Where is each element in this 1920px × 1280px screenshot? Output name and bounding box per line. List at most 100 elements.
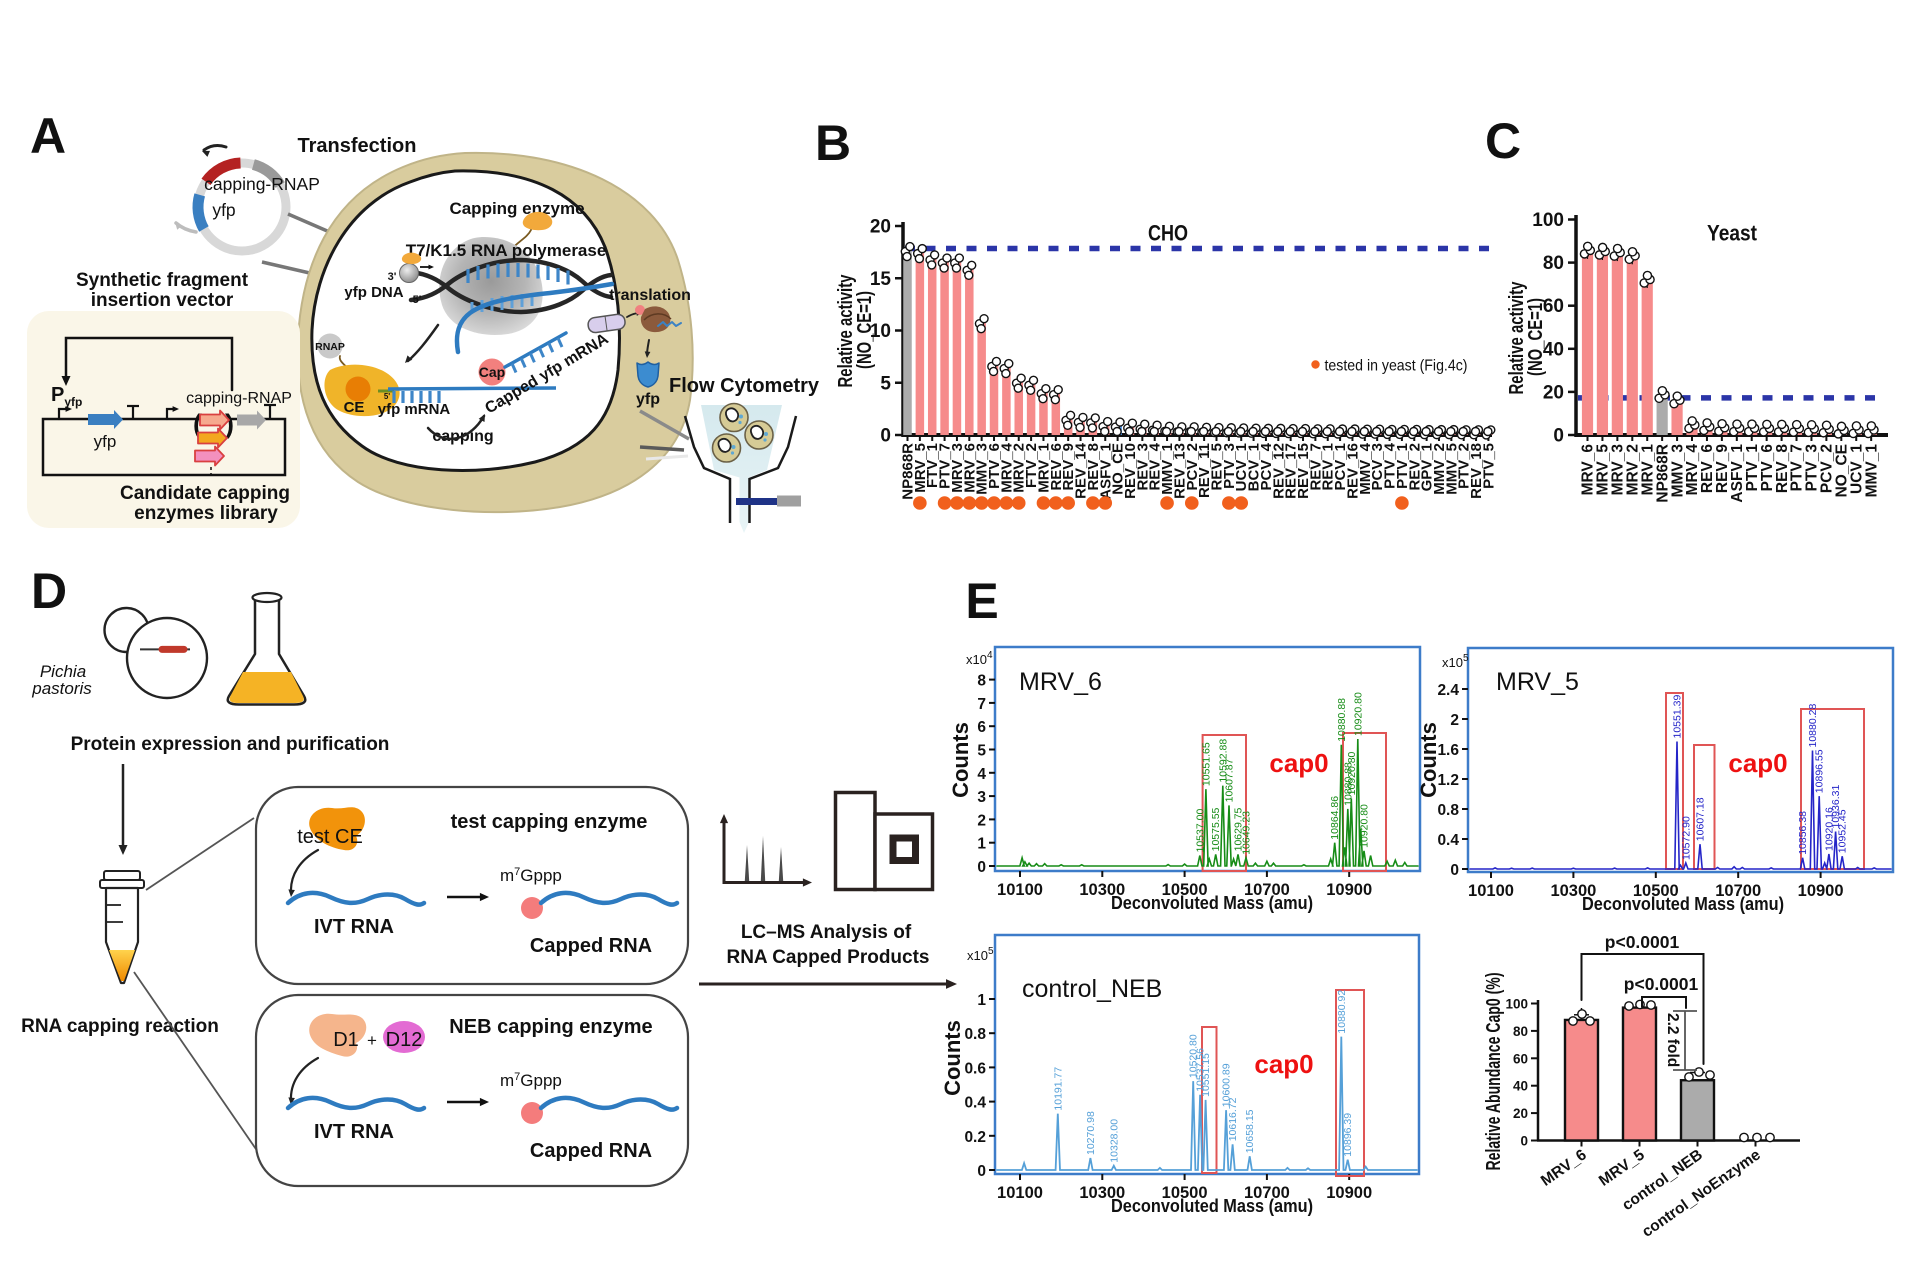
svg-text:6: 6 bbox=[977, 719, 986, 736]
svg-text:10328.00: 10328.00 bbox=[1108, 1119, 1120, 1163]
svg-text:10880.88: 10880.88 bbox=[1336, 698, 1348, 742]
svg-text:PCV_2: PCV_2 bbox=[1819, 444, 1836, 493]
svg-text:60: 60 bbox=[1513, 1051, 1528, 1066]
svg-text:1: 1 bbox=[977, 992, 986, 1009]
svg-text:Deconvoluted Mass (amu): Deconvoluted Mass (amu) bbox=[1582, 894, 1784, 914]
svg-text:REV_8: REV_8 bbox=[1774, 444, 1791, 493]
svg-text:REV_14: REV_14 bbox=[1073, 442, 1090, 499]
svg-text:REV_6: REV_6 bbox=[1699, 444, 1716, 493]
svg-text:10629.75: 10629.75 bbox=[1233, 807, 1245, 851]
svg-text:Counts: Counts bbox=[940, 1020, 965, 1096]
svg-text:40: 40 bbox=[1543, 339, 1564, 360]
svg-text:D1: D1 bbox=[333, 1029, 359, 1051]
svg-text:10607.87: 10607.87 bbox=[1224, 758, 1236, 802]
svg-text:T7/K1.5 RNA polymerase: T7/K1.5 RNA polymerase bbox=[406, 241, 607, 260]
svg-text:RNA Capped Products: RNA Capped Products bbox=[726, 947, 929, 968]
svg-text:10856.38: 10856.38 bbox=[1797, 811, 1809, 855]
svg-text:REV_5: REV_5 bbox=[1209, 443, 1226, 491]
svg-text:60: 60 bbox=[1543, 296, 1564, 317]
svg-text:NO_CE: NO_CE bbox=[1110, 443, 1127, 495]
svg-text:10880.88: 10880.88 bbox=[1342, 762, 1354, 806]
svg-text:NEB capping enzyme: NEB capping enzyme bbox=[449, 1016, 652, 1038]
svg-text:10500: 10500 bbox=[1162, 881, 1208, 899]
svg-text:IVT RNA: IVT RNA bbox=[314, 1121, 394, 1143]
svg-text:10896.55: 10896.55 bbox=[1814, 749, 1826, 793]
svg-text:10551.39: 10551.39 bbox=[1672, 695, 1684, 739]
svg-text:10658.15: 10658.15 bbox=[1244, 1109, 1256, 1153]
svg-text:40: 40 bbox=[1513, 1079, 1528, 1094]
svg-text:10700: 10700 bbox=[1715, 882, 1761, 900]
svg-text:4: 4 bbox=[977, 766, 986, 783]
svg-text:REV_1: REV_1 bbox=[1320, 443, 1337, 491]
svg-text:PTV_7: PTV_7 bbox=[1789, 444, 1806, 491]
svg-text:0: 0 bbox=[1450, 862, 1459, 879]
svg-text:GPV_1: GPV_1 bbox=[1419, 443, 1436, 491]
svg-text:10920.80: 10920.80 bbox=[1359, 804, 1371, 848]
svg-text:REV_8: REV_8 bbox=[1085, 443, 1102, 491]
svg-text:10: 10 bbox=[870, 321, 891, 342]
svg-text:UCV_1: UCV_1 bbox=[1848, 444, 1865, 494]
svg-text:3: 3 bbox=[977, 789, 986, 806]
svg-text:m7Gppp: m7Gppp bbox=[500, 866, 562, 885]
svg-text:REV_15: REV_15 bbox=[1295, 443, 1312, 499]
svg-text:MRV_2: MRV_2 bbox=[1011, 443, 1028, 493]
svg-text:2.2 fold: 2.2 fold bbox=[1664, 1013, 1681, 1067]
svg-text:100: 100 bbox=[1505, 997, 1528, 1012]
svg-text:0: 0 bbox=[1520, 1134, 1528, 1149]
svg-text:0: 0 bbox=[1553, 426, 1564, 447]
svg-text:yfp mRNA: yfp mRNA bbox=[378, 401, 451, 418]
svg-text:Relative activity: Relative activity bbox=[835, 274, 857, 388]
svg-text:10600.89: 10600.89 bbox=[1221, 1063, 1233, 1107]
svg-text:MRV_3: MRV_3 bbox=[1610, 444, 1627, 496]
svg-text:NO_CE: NO_CE bbox=[1834, 444, 1851, 497]
svg-text:1: 1 bbox=[977, 836, 986, 853]
svg-text:Capping enzyme: Capping enzyme bbox=[449, 199, 584, 218]
svg-text:UCV_1: UCV_1 bbox=[1233, 443, 1250, 491]
svg-text:yfp: yfp bbox=[94, 432, 117, 451]
svg-text:D12: D12 bbox=[386, 1029, 423, 1051]
svg-text:REV_11: REV_11 bbox=[1196, 443, 1213, 498]
svg-text:RNA capping reaction: RNA capping reaction bbox=[21, 1016, 219, 1037]
svg-text:5': 5' bbox=[413, 294, 422, 306]
svg-text:10607.18: 10607.18 bbox=[1695, 797, 1707, 841]
svg-text:0: 0 bbox=[977, 1163, 986, 1180]
svg-text:PTV_6: PTV_6 bbox=[986, 443, 1003, 489]
svg-text:10952.45: 10952.45 bbox=[1837, 809, 1849, 853]
svg-text:insertion vector: insertion vector bbox=[91, 290, 234, 311]
svg-text:): ) bbox=[225, 409, 234, 439]
svg-text:m7Gppp: m7Gppp bbox=[500, 1071, 562, 1090]
svg-text:IVT RNA: IVT RNA bbox=[314, 916, 394, 938]
svg-text:CE: CE bbox=[344, 399, 365, 416]
svg-text:control_NEB: control_NEB bbox=[1022, 975, 1162, 1003]
svg-text:5: 5 bbox=[880, 373, 891, 394]
svg-text:10100: 10100 bbox=[997, 1184, 1043, 1202]
svg-text:Candidate capping: Candidate capping bbox=[120, 483, 290, 504]
svg-text:REV_9: REV_9 bbox=[1060, 443, 1077, 491]
svg-text:MRV_1: MRV_1 bbox=[1035, 443, 1052, 493]
svg-text:Relative activity: Relative activity bbox=[1506, 281, 1528, 395]
svg-text:0: 0 bbox=[880, 426, 891, 447]
svg-text:MRV_5: MRV_5 bbox=[912, 443, 929, 493]
svg-text:10520.80: 10520.80 bbox=[1188, 1034, 1200, 1078]
svg-text:0.4: 0.4 bbox=[964, 1095, 986, 1112]
svg-text:REV_6: REV_6 bbox=[1048, 443, 1065, 491]
svg-text:Relative Abundance Cap0 (%): Relative Abundance Cap0 (%) bbox=[1483, 973, 1505, 1171]
svg-text:REV_17: REV_17 bbox=[1283, 443, 1300, 499]
svg-text:ASFV_1: ASFV_1 bbox=[1097, 443, 1114, 500]
svg-text:BCV_1: BCV_1 bbox=[1246, 443, 1263, 491]
svg-text:Cap: Cap bbox=[479, 364, 505, 380]
svg-text:10880.92: 10880.92 bbox=[1336, 990, 1348, 1034]
svg-text:test capping enzyme: test capping enzyme bbox=[451, 811, 648, 833]
svg-text:MRV_4: MRV_4 bbox=[1684, 444, 1701, 496]
svg-text:5': 5' bbox=[384, 392, 390, 401]
svg-text:MRV_6: MRV_6 bbox=[1580, 444, 1597, 496]
svg-text:Synthetic fragment: Synthetic fragment bbox=[76, 270, 249, 291]
svg-text:capping-RNAP: capping-RNAP bbox=[204, 174, 320, 194]
svg-text:cap0: cap0 bbox=[1269, 748, 1328, 778]
svg-text:PTV_3: PTV_3 bbox=[1804, 444, 1821, 492]
svg-text:ASFV_1: ASFV_1 bbox=[1729, 444, 1746, 503]
svg-text:10700: 10700 bbox=[1244, 1184, 1290, 1202]
svg-text:MRV_6: MRV_6 bbox=[961, 443, 978, 493]
svg-text:10572.90: 10572.90 bbox=[1680, 816, 1692, 860]
svg-text:10100: 10100 bbox=[1468, 882, 1514, 900]
